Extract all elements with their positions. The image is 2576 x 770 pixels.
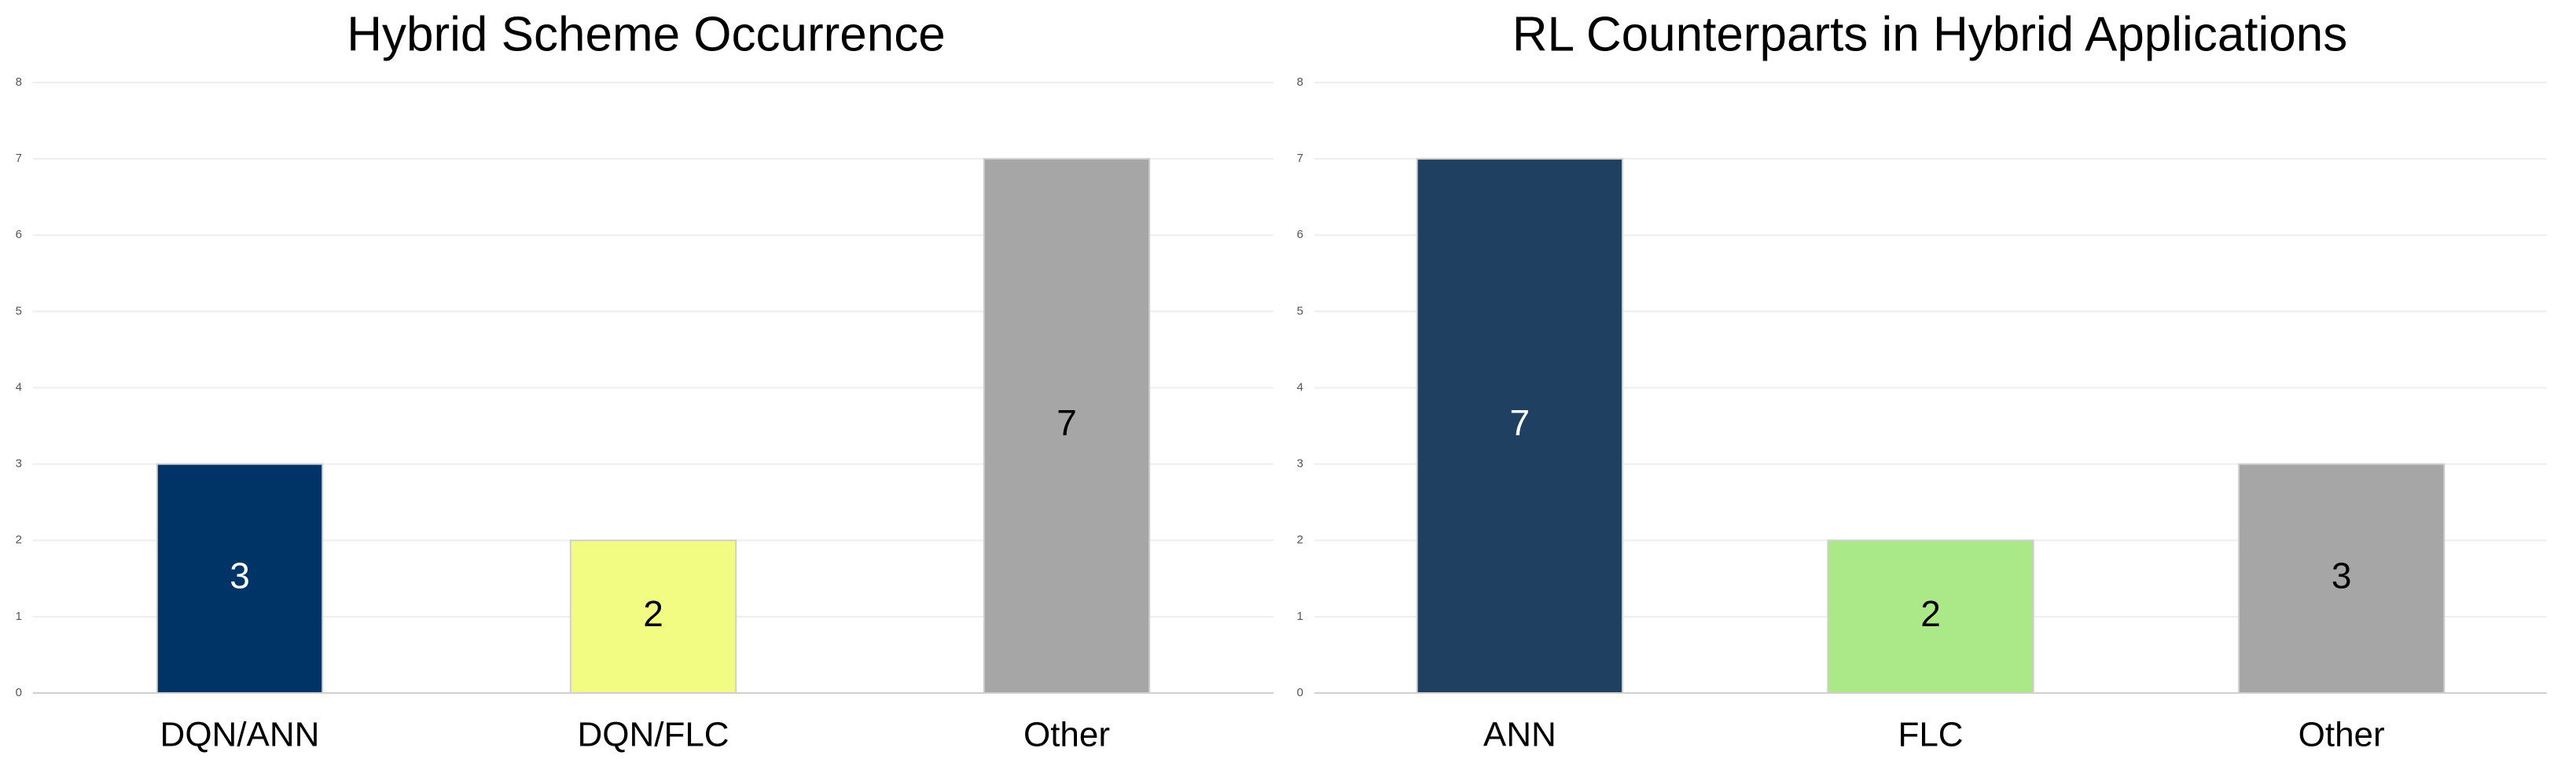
y-tick-label: 6 [1297,228,1303,241]
y-tick-label: 5 [1297,304,1303,317]
y-tick-label: 2 [16,534,22,547]
y-tick-label: 7 [16,152,22,165]
chart-title: Hybrid Scheme Occurrence [347,7,946,61]
y-tick-label: 7 [1297,152,1303,165]
value-label: 7 [1056,402,1077,443]
y-tick-label: 1 [16,610,22,623]
value-label: 2 [1920,593,1941,634]
value-label: 7 [1510,402,1531,443]
y-tick-label: 3 [16,457,22,471]
x-tick-label: FLC [1898,716,1963,754]
y-tick-label: 8 [16,75,22,89]
bar [1827,539,2034,694]
bar [156,463,324,694]
value-label: 3 [230,555,250,596]
y-tick-label: 2 [1297,534,1303,547]
y-tick-label: 5 [16,304,22,317]
x-tick-label: Other [1023,716,1110,754]
y-tick-label: 3 [1297,457,1303,471]
y-tick-label: 1 [1297,610,1303,623]
y-tick-label: 0 [16,686,22,699]
bar [569,539,737,694]
bar [1416,158,1623,694]
x-tick-label: DQN/ANN [160,716,320,754]
y-tick-label: 8 [1297,75,1303,89]
bar [2238,463,2446,694]
chart-title: RL Counterparts in Hybrid Applications [1512,7,2348,61]
value-label: 2 [643,593,663,634]
x-tick-label: DQN/FLC [577,716,729,754]
y-tick-label: 6 [16,228,22,241]
x-tick-label: ANN [1483,716,1556,754]
x-tick-label: Other [2299,716,2385,754]
value-label: 3 [2332,555,2352,596]
y-tick-label: 4 [1297,380,1303,394]
y-tick-label: 0 [1297,686,1303,699]
bar [983,158,1151,694]
y-tick-label: 4 [16,380,22,394]
